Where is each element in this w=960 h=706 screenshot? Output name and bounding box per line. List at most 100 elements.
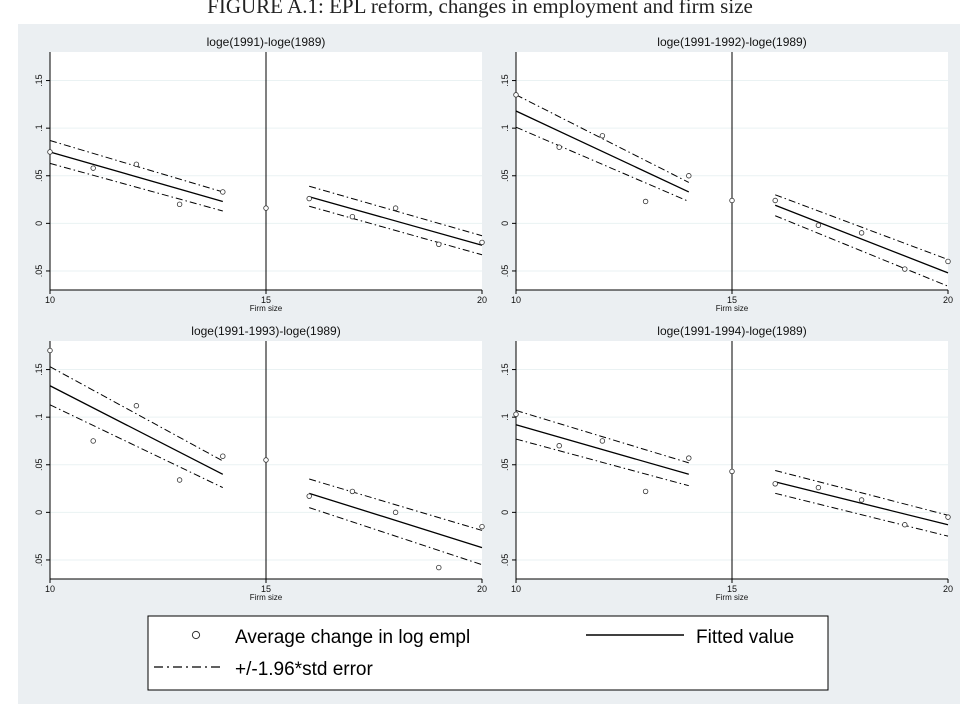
data-point [642,488,649,495]
data-point [556,144,562,150]
panel-2: loge(1991-1992)-loge(1989) .05 0 .05 .1 .15 10… [500,35,953,313]
y-tick-label: .1 [500,413,510,421]
data-point [220,189,226,195]
y-tick-label: .05 [500,170,510,183]
figure-canvas: loge(1991)-loge(1989) .05 0 .05 .1 .15 10 15 20 F… [18,24,960,704]
x-tick-label: 10 [45,584,55,594]
data-point [392,509,399,516]
legend-label: Average change in log empl [235,627,470,648]
data-point [556,443,562,449]
x-tick-label: 15 [727,584,737,594]
x-tick-label: 15 [727,295,737,305]
x-tick-label: 15 [261,295,271,305]
x-tick-label: 20 [477,295,487,305]
data-point [815,222,822,228]
data-point [47,149,53,155]
ci-upper-line [775,469,949,516]
panel-title: loge(1991-1992)-loge(1989) [657,35,806,49]
panel-4: loge(1991-1994)-loge(1989) .05 0 .05 .1 .15 10… [500,324,953,602]
y-tick-label: 0 [34,510,44,515]
x-tick-label: 20 [477,584,487,594]
data-point [306,195,312,202]
y-tick-label: .05 [500,265,510,278]
fitted-line [309,196,483,246]
y-tick-label: .15 [34,363,44,376]
y-tick-label: 0 [500,221,510,226]
fitted-line [49,385,224,475]
x-axis-label: Firm size [716,593,749,602]
legend-box [147,615,829,691]
x-axis-label: Firm size [250,304,283,313]
data-point [90,165,96,171]
data-point [176,477,183,483]
data-point [642,198,649,205]
ci-upper-line [775,194,949,261]
panel-title: loge(1991-1993)-loge(1989) [191,324,340,338]
data-point [90,438,96,444]
data-point [513,411,519,418]
data-point [729,468,735,475]
data-point [858,497,865,503]
data-point [902,522,908,528]
data-point [349,488,356,495]
data-point [945,258,951,265]
ci-upper-line [515,94,690,183]
y-tick-label: .05 [500,459,510,472]
data-point [479,523,485,530]
y-tick-label: .15 [34,74,44,87]
data-point [392,205,399,211]
legend-circle-icon [191,630,201,640]
y-tick-label: .1 [34,413,44,421]
data-point [133,403,140,409]
fitted-line [774,204,949,274]
ci-upper-line [49,366,224,462]
y-tick-label: .05 [34,554,44,567]
x-tick-label: 20 [943,295,953,305]
y-tick-label: .1 [500,124,510,132]
ci-lower-line [515,438,689,487]
data-point [599,438,606,444]
data-point [945,514,951,520]
legend-label: +/-1.96*std error [235,659,373,680]
data-point [686,455,692,461]
data-point [902,266,908,272]
data-point [772,197,778,204]
figure-title: FIGURE A.1: EPL reform, changes in emplo… [207,0,753,18]
data-point [436,564,442,571]
y-tick-label: 0 [34,221,44,226]
fitted-line [775,481,949,526]
legend-label: Fitted value [696,627,794,648]
ci-lower-line [515,126,689,202]
ci-lower-line [775,492,949,537]
panel-3: loge(1991-1993)-loge(1989) .05 0 .05 .1 .15 10… [34,324,487,602]
x-axis-label: Firm size [250,593,283,602]
data-point [306,493,312,499]
ci-lower-line [309,205,483,256]
panel-title: loge(1991-1994)-loge(1989) [657,324,806,338]
ci-upper-line [515,410,689,464]
data-point [686,173,692,179]
y-tick-label: .15 [500,74,510,87]
y-tick-label: .15 [500,363,510,376]
y-tick-label: .05 [34,459,44,472]
data-point [513,92,519,98]
data-point [815,484,822,491]
x-axis-label: Firm size [716,304,749,313]
x-tick-label: 10 [45,295,55,305]
ci-lower-line [309,507,483,566]
data-point [436,241,442,248]
fitted-line [515,424,689,475]
data-point [729,197,735,204]
data-point [599,133,606,139]
x-tick-label: 15 [261,584,271,594]
fitted-line [515,110,690,193]
x-tick-label: 20 [943,584,953,594]
data-point [479,239,485,246]
data-point [176,201,183,208]
y-tick-label: .05 [500,554,510,567]
data-point [220,453,226,459]
ci-lower-line [775,215,949,287]
fitted-line [309,492,483,549]
data-point [349,213,356,220]
y-tick-label: .1 [34,124,44,132]
